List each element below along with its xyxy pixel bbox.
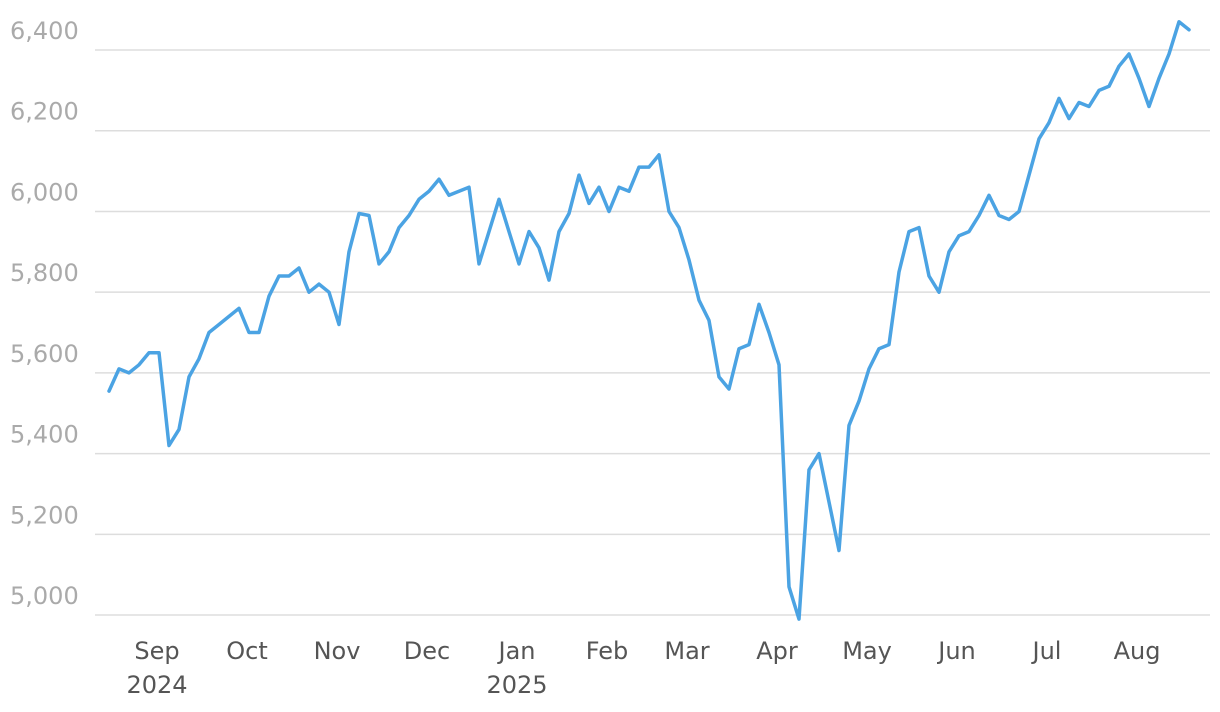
y-tick-label: 5,400 <box>10 421 79 449</box>
y-tick-label: 5,600 <box>10 340 79 368</box>
x-tick-label: Dec <box>404 637 450 665</box>
y-tick-label: 6,200 <box>10 98 79 126</box>
line-series <box>107 20 1191 621</box>
y-tick-label: 5,000 <box>10 582 79 610</box>
x-tick-label: Oct <box>226 637 268 665</box>
x-tick-label: May <box>842 637 892 665</box>
y-tick-label: 6,400 <box>10 17 79 45</box>
x-tick-label: Jul <box>1031 637 1062 665</box>
x-tick-label: Sep <box>134 637 179 665</box>
y-tick-label: 6,000 <box>10 178 79 206</box>
x-tick-label: Jun <box>936 637 976 665</box>
y-tick-label: 5,200 <box>10 501 79 529</box>
x-tick-label: Jan <box>497 637 536 665</box>
x-year-label: 2024 <box>126 671 187 699</box>
x-tick-label: Apr <box>756 637 798 665</box>
x-year-label: 2025 <box>486 671 547 699</box>
x-tick-label: Feb <box>586 637 629 665</box>
x-tick-label: Nov <box>314 637 361 665</box>
x-tick-label: Mar <box>664 637 709 665</box>
y-tick-label: 5,800 <box>10 259 79 287</box>
x-tick-label: Aug <box>1114 637 1161 665</box>
